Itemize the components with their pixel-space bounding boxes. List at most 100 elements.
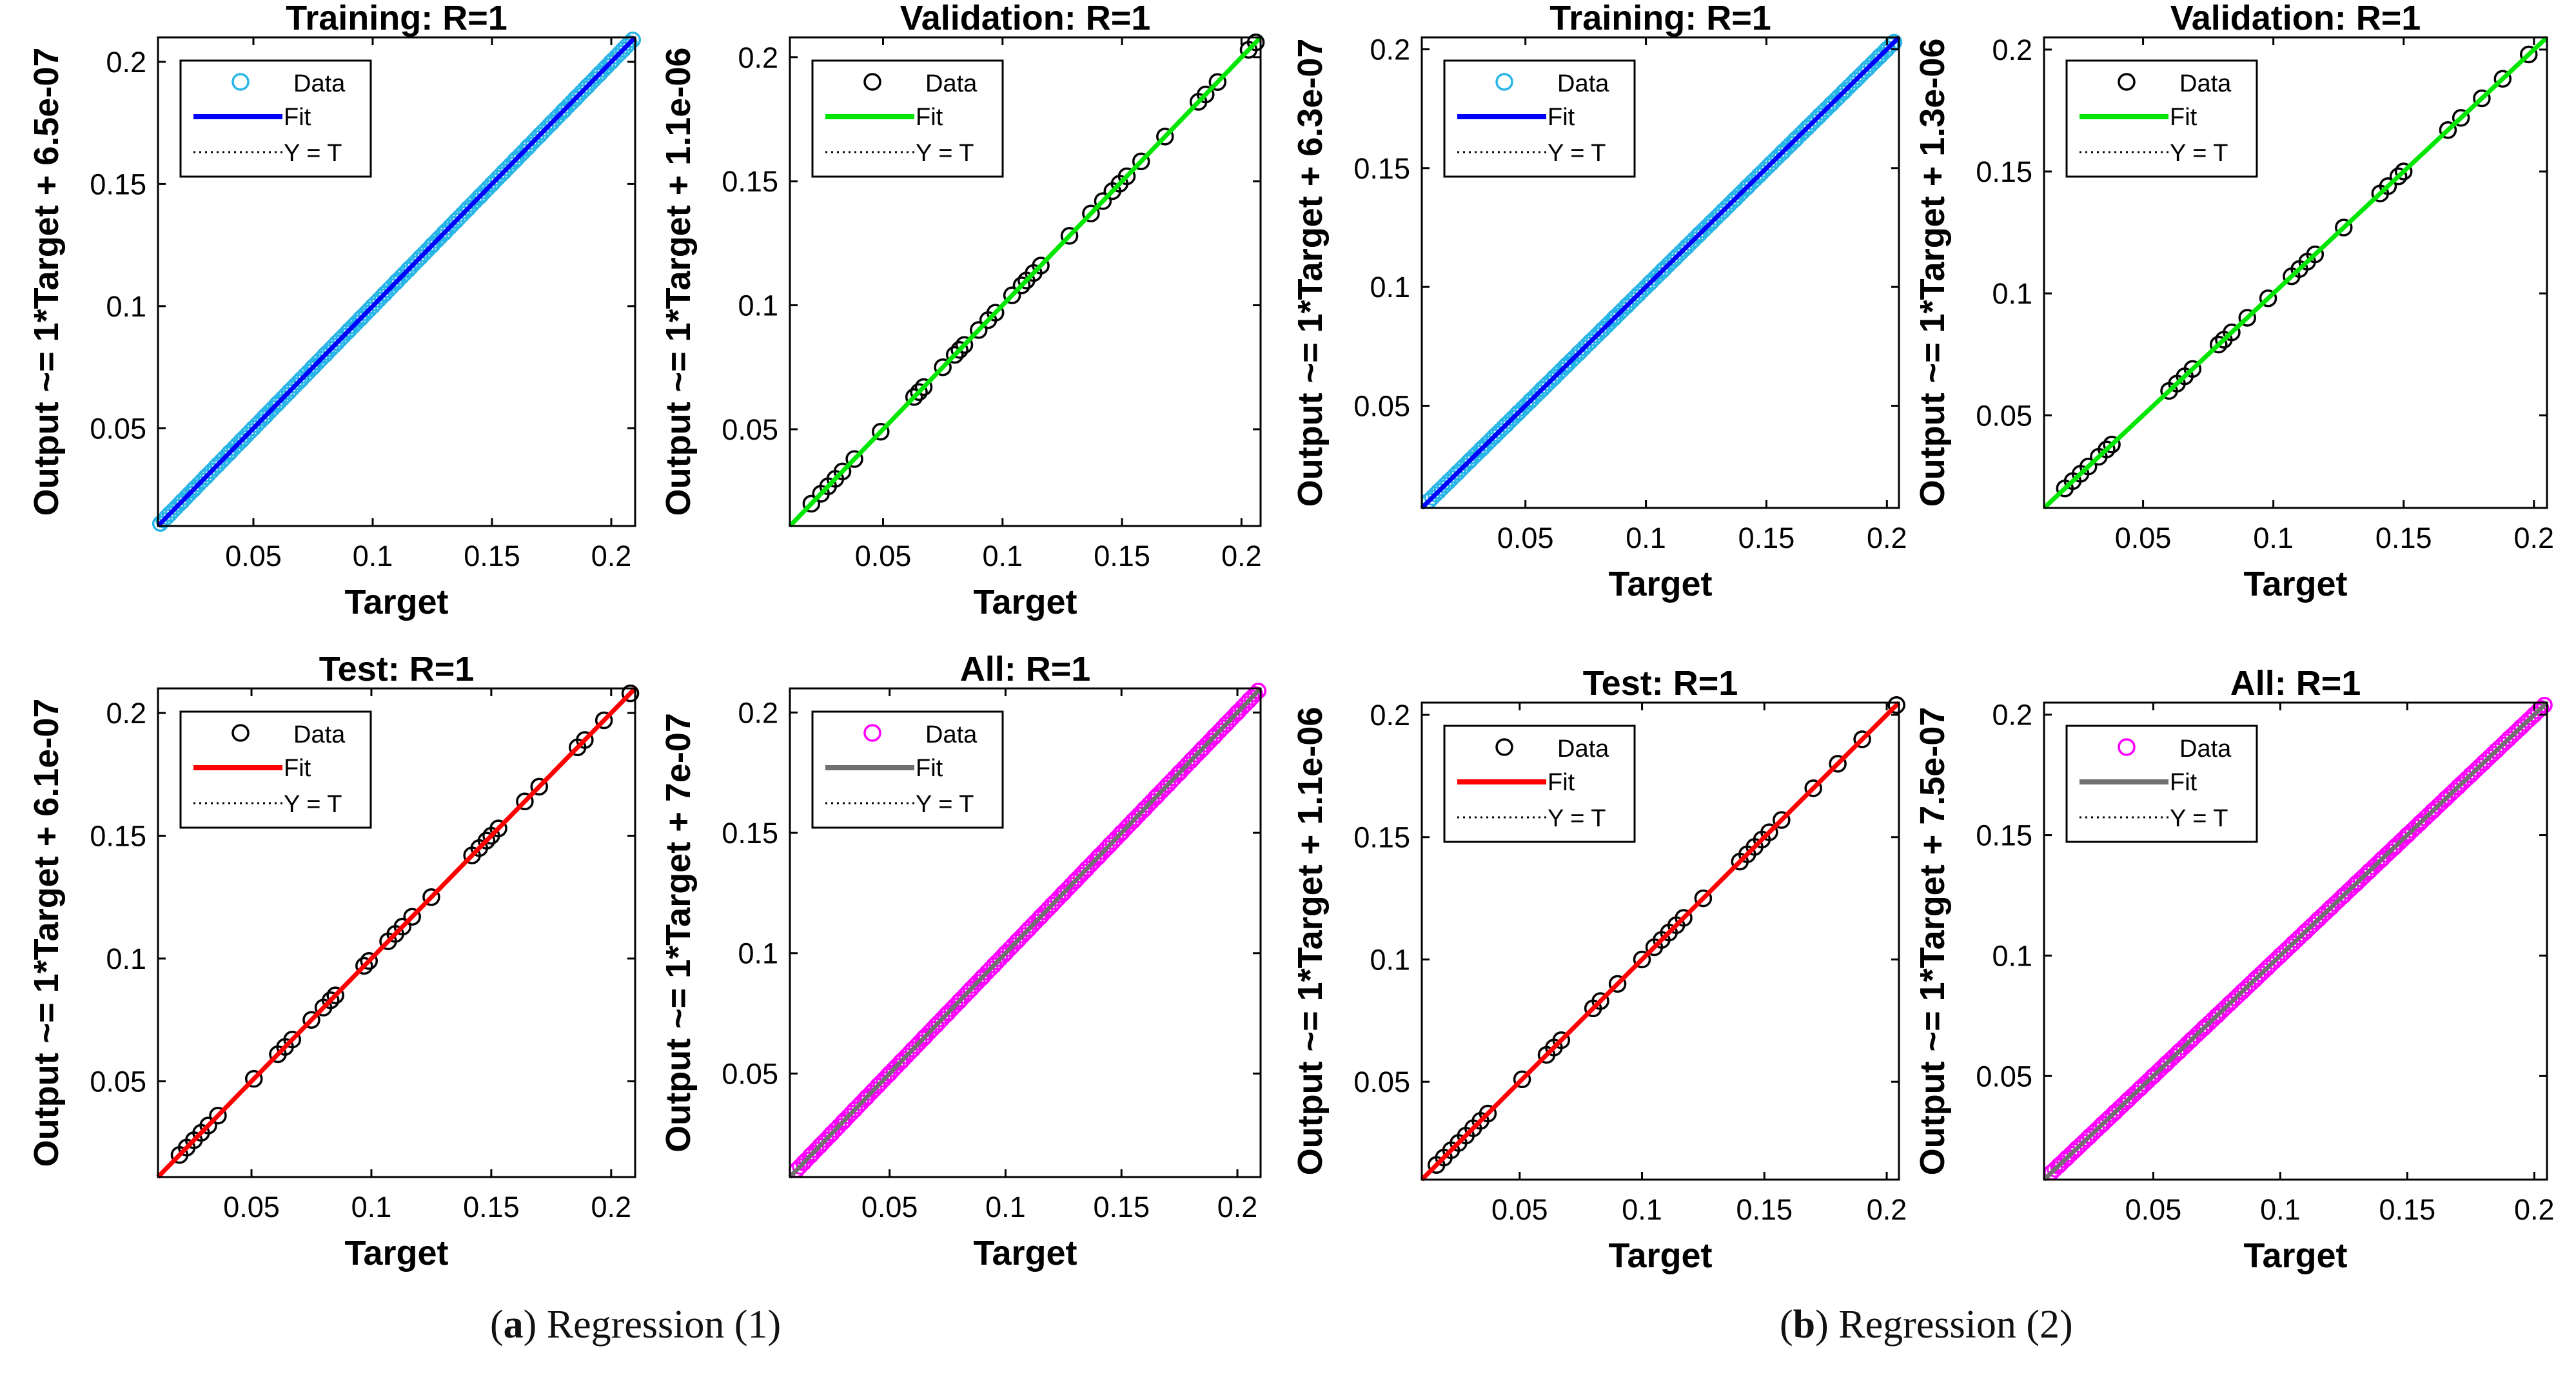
data-point [2348,875,2365,892]
data-point [1473,440,1491,457]
axes-box [789,687,1262,1178]
data-point [1522,393,1539,409]
data-point [2259,289,2277,307]
data-point [833,462,852,481]
data-point [986,304,1005,322]
data-point [197,469,214,485]
legend-data-label: Data [925,721,978,748]
data-points [170,684,640,1164]
data-point [914,378,933,396]
legend-fit-label: Fit [2170,769,2197,796]
x-axis-label: Target [973,1234,1077,1272]
data-point [1738,179,1756,196]
chart-title: Validation: R=1 [900,0,1151,37]
data-point [471,188,489,205]
legend: Data Fit Y = T [2065,59,2258,178]
x-tick-label: 0.15 [1094,540,1150,572]
x-axis-label: Target [1608,565,1712,603]
data-point [1136,800,1153,817]
data-point [1117,167,1136,186]
data-point [1241,692,1257,709]
data-point [1887,696,1905,714]
data-point [1558,357,1575,374]
data-point [624,32,642,48]
x-tick-label: 0.2 [1867,521,1907,554]
y-axis-label: Output ~= 1*Target + 7e-07 [659,713,698,1153]
data-point [969,321,988,339]
axes-box [789,36,1262,527]
data-point [1194,740,1211,757]
data-point [321,991,340,1009]
data-point [1183,752,1199,769]
x-tick-label: 0.05 [1491,1193,1548,1226]
caption-a-text: Regression (1) [546,1303,782,1347]
data-point [1246,33,1265,52]
data-point [2450,779,2466,795]
data-point [1606,309,1623,326]
data-point [317,346,333,364]
x-tick-label: 0.2 [591,1191,632,1223]
data-point [1509,404,1527,422]
data-point [2094,1116,2111,1133]
y-tick-label: 0.05 [722,1057,778,1090]
data-point [950,993,968,1010]
data-point [1727,190,1744,208]
data-point [173,493,190,510]
data-point [233,432,250,449]
data-point [1859,60,1876,77]
data-point [1055,884,1072,902]
y-tick-label: 0.1 [738,289,778,322]
data-point [2119,1091,2136,1109]
x-tick-label: 0.1 [2260,1193,2301,1226]
caption-b: (b) Regression (2) [1780,1303,2073,1347]
caption-b-text: Regression (2) [1838,1303,2073,1347]
x-tick-label: 0.15 [463,1191,520,1223]
data-point [280,383,298,400]
data-point [2297,923,2314,940]
fit-line [1420,701,1901,1182]
legend-fit-label: Fit [284,755,311,782]
data-point [846,1101,863,1118]
data-point [1132,152,1150,171]
chart-title: Training: R=1 [1549,0,1771,37]
legend-fit-label: Fit [1548,104,1575,131]
legend-data-marker [1495,738,1513,756]
data-point [302,1011,320,1029]
y-axis-label: Output ~= 1*Target + 6.3e-07 [1291,39,1330,507]
data-point [2394,162,2413,180]
chart-b-5: 0.05 0.1 0.15 0.2 0.05 0.1 0.15 0.2 Validation: … [1913,0,2554,603]
x-tick-label: 0.1 [985,1191,1026,1223]
y-axis-label: Output ~= 1*Target + 7.5e-07 [1913,707,1952,1176]
data-point [519,139,536,156]
data-point [2103,435,2121,454]
data-point [1513,1070,1531,1089]
legend: Data Fit Y = T [1443,725,1636,843]
data-point [1633,950,1651,969]
data-point [199,1116,217,1134]
data-point [579,78,596,95]
data-point [283,1030,301,1049]
y-tick-label: 0.15 [90,820,146,853]
data-point [2272,947,2289,964]
data-point [152,515,169,532]
data-point [2145,1067,2162,1085]
fit-line [156,686,637,1179]
data-point [2079,457,2098,476]
data-point [1208,73,1227,92]
data-point [360,952,378,970]
data-point [209,1107,227,1125]
x-tick-label: 0.2 [2514,1193,2555,1226]
data-point [1829,755,1847,773]
data-point [1582,333,1599,350]
data-point [257,407,274,425]
data-point [872,423,890,441]
data-point [802,1147,820,1164]
legend: Data Fit Y = T [811,710,1004,829]
data-point [2323,899,2339,916]
y-tick-label: 0.2 [1992,699,2032,732]
data-point [1217,716,1234,733]
data-point [1618,297,1635,315]
data-point [2058,1149,2076,1167]
data-point [2098,440,2116,458]
data-point [1060,227,1079,245]
